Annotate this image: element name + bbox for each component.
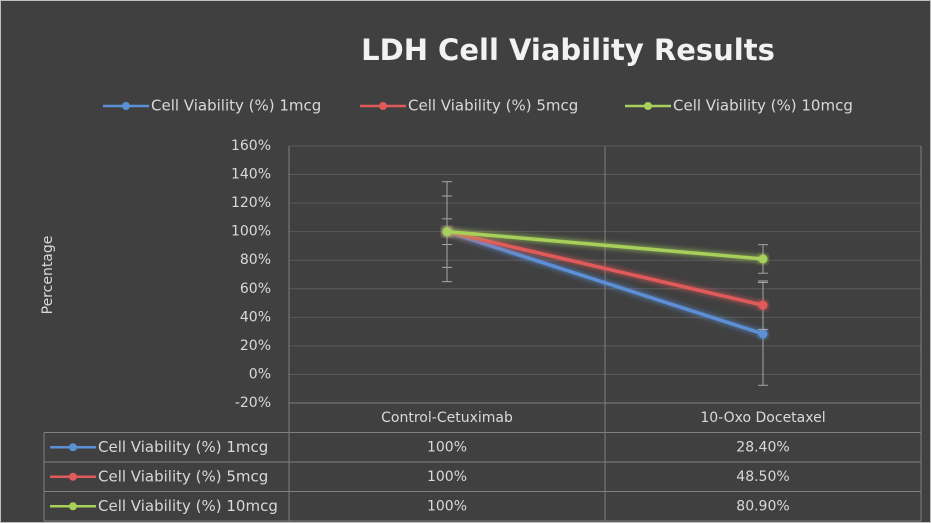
table-key-marker xyxy=(69,472,77,481)
y-tick-label: 120% xyxy=(231,195,271,211)
legend-marker xyxy=(379,102,387,110)
legend-label: Cell Viability (%) 5mcg xyxy=(408,97,578,115)
table-cell: 100% xyxy=(427,439,467,455)
y-tick-label: 60% xyxy=(240,281,271,297)
y-tick-label: 0% xyxy=(249,366,271,382)
series-line xyxy=(446,230,764,336)
point xyxy=(758,254,768,264)
y-tick-label: 100% xyxy=(231,224,271,240)
series-line xyxy=(446,229,764,261)
legend-marker xyxy=(644,102,652,110)
legend-label: Cell Viability (%) 1mcg xyxy=(151,97,321,115)
point xyxy=(442,227,452,237)
table-row-label: Cell Viability (%) 5mcg xyxy=(98,467,268,485)
point xyxy=(758,329,768,339)
y-tick-label: 160% xyxy=(231,138,271,154)
point xyxy=(758,300,768,310)
y-tick-label: 80% xyxy=(240,252,271,268)
legend-marker xyxy=(122,102,130,110)
series-line xyxy=(446,229,764,307)
table-cell: 80.90% xyxy=(736,498,789,514)
y-tick-label: 20% xyxy=(240,338,271,354)
y-tick-label: 140% xyxy=(231,167,271,183)
chart-title: LDH Cell Viability Results xyxy=(361,33,775,67)
y-axis-label: Percentage xyxy=(40,236,56,315)
table-key-marker xyxy=(69,443,77,452)
table-header: Control-Cetuximab xyxy=(381,410,513,426)
table-key-marker xyxy=(69,502,77,511)
legend-label: Cell Viability (%) 10mcg xyxy=(673,97,853,115)
table-row-label: Cell Viability (%) 1mcg xyxy=(98,438,268,456)
table-cell: 100% xyxy=(427,498,467,514)
table-cell: 28.40% xyxy=(736,439,789,455)
y-tick-label: -20% xyxy=(235,395,271,411)
table-row-label: Cell Viability (%) 10mcg xyxy=(98,497,278,515)
table-cell: 100% xyxy=(427,469,467,485)
table-header: 10-Oxo Docetaxel xyxy=(700,410,825,426)
y-tick-label: 40% xyxy=(240,309,271,325)
table-cell: 48.50% xyxy=(736,469,789,485)
